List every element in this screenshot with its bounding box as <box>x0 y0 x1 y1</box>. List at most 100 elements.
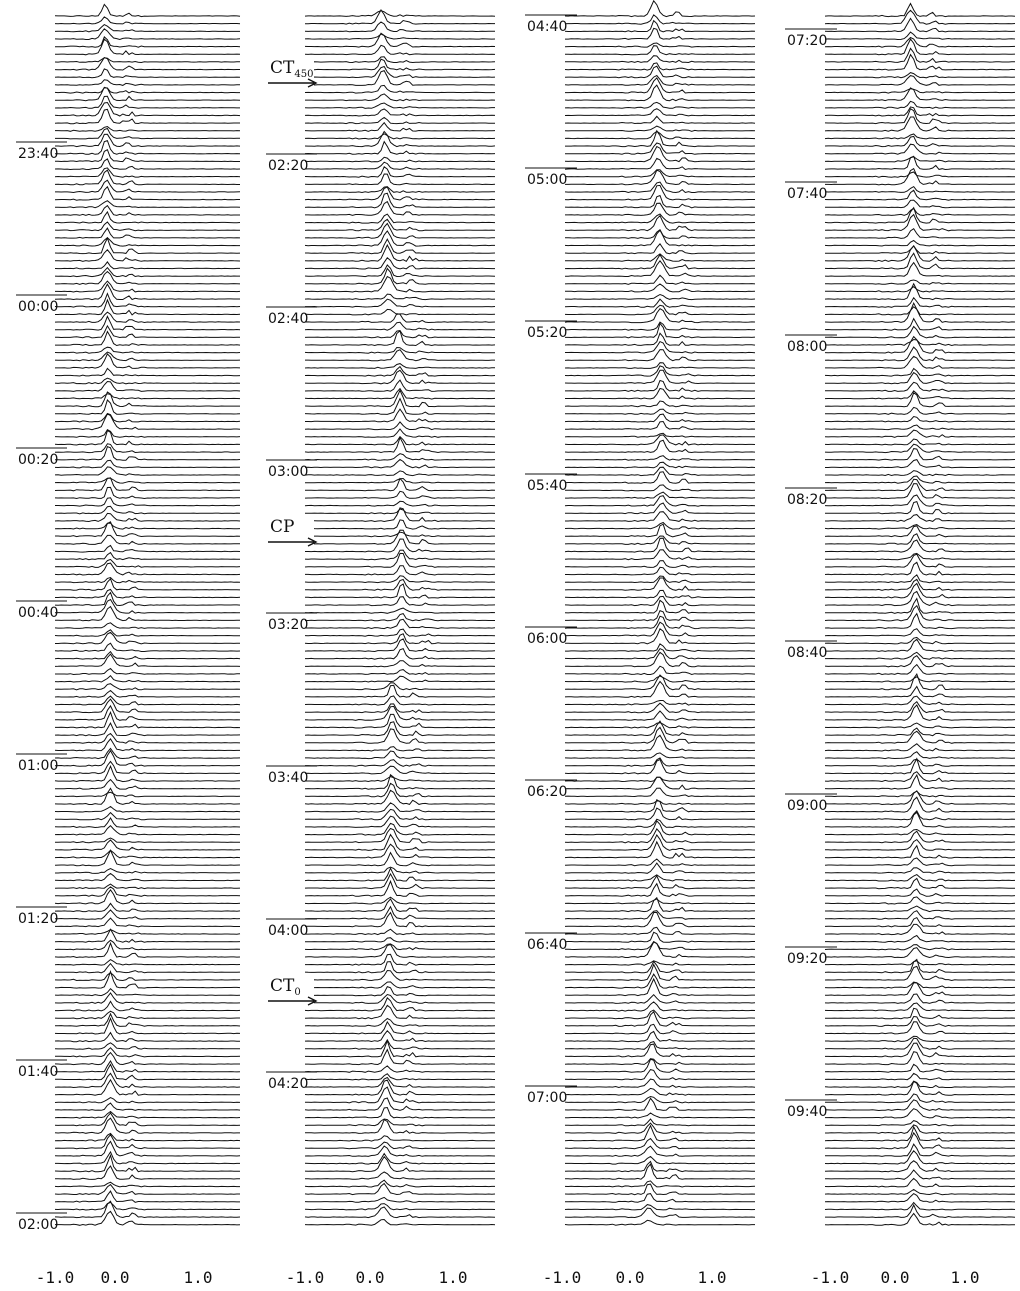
spectrum-trace <box>564 577 755 591</box>
spectrum-trace <box>55 446 241 461</box>
spectrum-trace <box>564 62 756 71</box>
time-label-bg <box>785 1103 823 1120</box>
spectrum-trace <box>304 44 496 56</box>
spectrum-trace <box>825 1042 1016 1058</box>
spectrum-trace <box>825 448 1016 461</box>
time-label: 04:40 <box>527 19 567 35</box>
spectrum-trace <box>304 477 496 492</box>
spectrum-trace <box>54 704 241 721</box>
spectrum-trace <box>304 1135 496 1142</box>
spectrum-trace <box>824 88 1016 94</box>
spectrum-trace <box>564 14 756 25</box>
spectrum-trace <box>55 237 240 247</box>
spectrum-trace <box>824 790 1016 806</box>
spectrum-trace <box>304 985 496 997</box>
time-label: 08:20 <box>787 492 827 508</box>
time-label-bg <box>266 769 304 786</box>
spectrum-trace <box>564 308 756 324</box>
spectrum-trace <box>824 1188 1016 1196</box>
spectrum-trace <box>825 1108 1016 1119</box>
spectrum-trace <box>304 330 496 347</box>
spectrum-trace <box>824 367 1016 377</box>
spectrum-trace <box>565 293 756 301</box>
spectrum-trace <box>55 917 240 928</box>
spectrum-trace <box>54 629 240 637</box>
time-label-bg <box>525 18 563 35</box>
time-label: 05:00 <box>527 172 567 188</box>
spectrum-trace <box>564 0 756 18</box>
spectrum-trace <box>564 898 755 905</box>
spectrum-trace <box>824 1120 1016 1127</box>
spectrum-trace <box>564 941 756 958</box>
spectrum-trace <box>54 889 241 905</box>
spectrum-trace <box>564 365 756 377</box>
spectrum-trace <box>565 502 755 515</box>
spectrum-trace <box>565 387 756 400</box>
spectrum-trace <box>565 940 756 951</box>
spectrum-trace <box>565 77 755 94</box>
spectrum-trace <box>825 514 1016 522</box>
spectrum-trace <box>305 660 496 668</box>
spectrum-trace <box>304 1076 496 1088</box>
time-label: 03:40 <box>268 770 308 786</box>
spectrum-trace <box>305 238 496 255</box>
spectrum-trace <box>824 561 1016 576</box>
time-label-bg <box>785 797 823 814</box>
spectrum-trace <box>304 365 496 377</box>
spectrum-trace <box>304 713 496 729</box>
spectrum-trace <box>564 1009 756 1020</box>
time-label: 05:40 <box>527 478 567 494</box>
spectrum-trace <box>304 458 495 469</box>
spectrum-trace <box>55 270 241 285</box>
time-label: 07:40 <box>787 186 827 202</box>
spectrum-trace <box>54 689 241 698</box>
spectrum-trace <box>304 782 496 798</box>
spectrum-trace <box>824 107 1015 125</box>
spectrum-trace <box>824 155 1015 171</box>
spectrum-trace <box>54 764 241 783</box>
spectrum-trace <box>55 1210 241 1226</box>
spectrum-trace <box>824 958 1016 974</box>
spectrum-trace <box>305 93 496 102</box>
spectrum-trace <box>564 674 755 691</box>
time-label-bg <box>525 477 563 494</box>
x-tick-label: -1.0 <box>811 1268 850 1287</box>
spectrum-trace <box>304 186 496 201</box>
spectrum-trace <box>54 108 240 125</box>
spectrum-trace <box>564 169 756 178</box>
spectrum-trace <box>304 879 495 897</box>
spectrum-trace <box>824 965 1016 982</box>
spectrum-trace <box>565 628 756 645</box>
spectrum-trace <box>304 379 496 392</box>
spectrum-trace <box>54 522 241 530</box>
spectrum-trace <box>54 1201 241 1211</box>
time-label-bg <box>525 783 563 800</box>
spectrum-trace <box>54 839 240 851</box>
spectrum-trace <box>564 752 756 760</box>
spectrum-trace <box>304 321 495 331</box>
spectrum-trace <box>54 185 240 201</box>
spectrum-trace <box>55 179 241 194</box>
spectrum-trace <box>565 665 756 676</box>
spectrum-trace <box>305 298 496 308</box>
spectrum-trace <box>304 981 496 989</box>
spectrum-trace <box>564 858 756 867</box>
spectrum-trace <box>564 912 756 928</box>
spectrum-trace <box>304 802 496 813</box>
spectrum-trace <box>54 283 240 301</box>
spectrum-trace <box>304 773 496 790</box>
spectrum-trace <box>54 1078 240 1096</box>
spectrum-trace <box>54 805 241 813</box>
spectrum-trace <box>54 391 240 408</box>
spectrum-trace <box>304 1118 495 1127</box>
spectrum-trace <box>304 507 496 523</box>
spectrum-trace <box>304 969 495 982</box>
spectrum-trace <box>564 757 756 767</box>
spectrum-trace <box>824 1021 1016 1035</box>
spectrum-trace <box>305 843 495 859</box>
spectrum-trace <box>54 1133 241 1150</box>
spectrum-trace <box>824 1072 1016 1081</box>
spectrum-trace <box>54 221 241 232</box>
spectrum-trace <box>825 790 1016 798</box>
time-label: 00:20 <box>18 452 58 468</box>
